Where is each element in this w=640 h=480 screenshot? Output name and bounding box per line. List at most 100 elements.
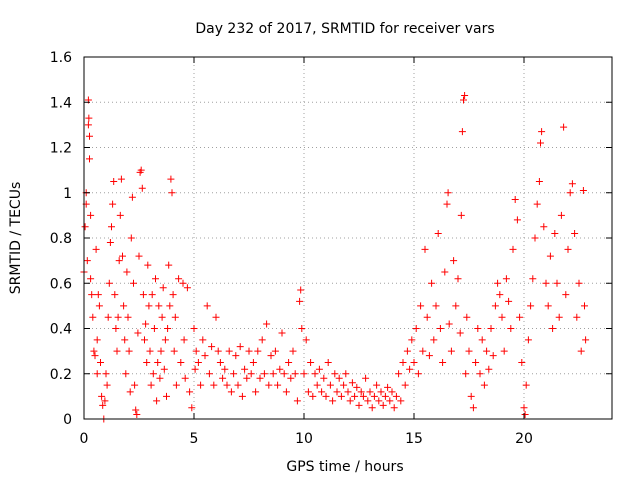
- data-point: [126, 388, 134, 396]
- data-point: [560, 123, 568, 131]
- data-point: [432, 302, 440, 310]
- data-point: [135, 252, 143, 260]
- data-point: [88, 291, 96, 299]
- data-point: [320, 374, 328, 382]
- y-axis-title: SRMTID / TECUs: [8, 182, 24, 295]
- data-point: [223, 381, 231, 389]
- data-point: [520, 404, 528, 412]
- data-point: [247, 370, 255, 378]
- data-point: [553, 279, 561, 287]
- data-point: [476, 370, 484, 378]
- data-point: [511, 196, 519, 204]
- data-point: [219, 374, 227, 382]
- data-point: [201, 352, 209, 360]
- data-point: [480, 381, 488, 389]
- x-tick-label: 10: [295, 431, 313, 447]
- data-point: [116, 211, 124, 219]
- data-point: [289, 347, 297, 355]
- data-point: [370, 392, 378, 400]
- data-point: [313, 381, 321, 389]
- y-tick-label: 0.4: [50, 322, 72, 338]
- data-point: [364, 397, 372, 405]
- data-point: [434, 229, 442, 237]
- data-point: [444, 189, 452, 197]
- data-point: [230, 370, 238, 378]
- data-point: [568, 180, 576, 188]
- data-point: [436, 325, 444, 332]
- x-tick-labels: 0 5 10 15 20: [80, 431, 533, 447]
- data-point: [410, 358, 418, 366]
- y-tick-label: 1: [63, 186, 72, 202]
- data-point: [555, 313, 563, 321]
- data-point: [177, 358, 185, 366]
- data-point: [537, 139, 544, 147]
- data-point: [375, 397, 383, 405]
- x-tick-label: 5: [190, 431, 199, 447]
- data-point: [92, 245, 100, 253]
- data-point: [105, 279, 113, 287]
- data-point: [147, 381, 155, 389]
- y-tick-label: 1.4: [50, 95, 72, 111]
- data-point: [463, 313, 471, 321]
- data-point: [296, 297, 304, 305]
- data-point: [265, 381, 273, 389]
- data-point: [164, 325, 172, 332]
- data-point: [454, 275, 462, 283]
- data-point: [412, 325, 420, 332]
- data-point: [87, 211, 95, 219]
- data-point: [85, 114, 93, 122]
- data-point: [81, 223, 89, 231]
- data-point: [156, 374, 164, 382]
- data-point: [527, 302, 535, 310]
- data-point: [524, 336, 532, 344]
- data-point: [419, 347, 427, 355]
- data-point: [351, 392, 359, 400]
- data-point: [171, 313, 179, 321]
- data-point: [494, 279, 502, 287]
- data-point: [263, 320, 271, 328]
- data-point: [353, 383, 361, 391]
- data-point: [522, 381, 530, 389]
- data-point: [540, 223, 548, 231]
- data-point: [208, 343, 216, 351]
- data-point: [112, 325, 120, 332]
- data-point: [581, 302, 588, 310]
- data-point: [89, 313, 97, 321]
- data-point: [131, 381, 139, 389]
- data-point: [579, 186, 587, 194]
- data-point: [194, 358, 202, 366]
- data-point: [297, 286, 305, 294]
- data-point: [293, 397, 301, 405]
- data-point: [366, 388, 374, 396]
- data-point: [102, 370, 110, 378]
- data-point: [287, 374, 295, 382]
- data-point: [258, 336, 266, 344]
- data-point: [509, 245, 517, 253]
- data-point: [111, 291, 119, 299]
- data-point: [458, 128, 466, 136]
- data-point: [392, 392, 400, 400]
- data-point: [318, 388, 326, 396]
- data-point: [285, 358, 293, 366]
- data-point: [462, 370, 470, 378]
- data-point: [335, 374, 343, 382]
- data-point: [546, 252, 554, 260]
- data-point: [238, 392, 246, 400]
- data-point: [232, 352, 240, 360]
- data-point: [357, 388, 365, 396]
- data-point: [122, 370, 130, 378]
- data-point: [337, 392, 345, 400]
- data-point: [141, 336, 148, 344]
- data-point: [487, 325, 495, 332]
- data-point: [573, 313, 581, 321]
- data-point: [518, 358, 526, 366]
- data-point: [138, 184, 146, 192]
- data-point: [109, 200, 117, 208]
- data-point: [221, 365, 229, 373]
- data-point: [575, 279, 583, 287]
- axis-ticks: [83, 56, 612, 420]
- data-point: [469, 404, 477, 412]
- data-point: [571, 229, 579, 237]
- data-point: [190, 325, 198, 332]
- data-point: [210, 381, 218, 389]
